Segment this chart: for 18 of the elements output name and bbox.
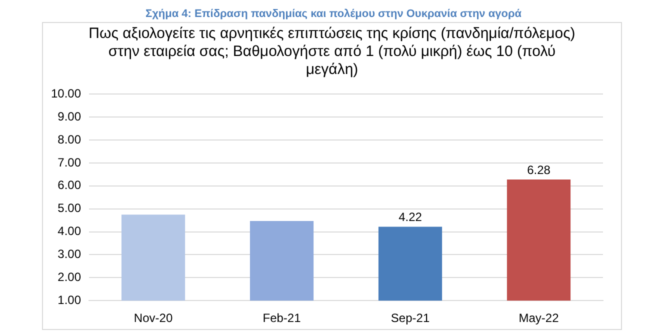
x-tick-label: Nov-20: [134, 311, 173, 326]
y-tick-label: 8.00: [58, 132, 82, 146]
y-tick-label: 10.00: [51, 86, 82, 101]
y-tick-label: 9.00: [58, 109, 82, 124]
y-tick-label: 1.00: [58, 292, 82, 307]
y-tick-label: 5.00: [58, 201, 82, 216]
data-label: 6.28: [527, 162, 551, 177]
y-tick-label: 7.00: [58, 155, 82, 170]
x-tick-label: Feb-21: [262, 311, 302, 326]
data-label: 4.22: [398, 210, 422, 224]
x-tick-label: May-22: [518, 311, 560, 326]
y-tick-label: 4.00: [58, 224, 82, 238]
y-tick-label: 2.00: [58, 270, 82, 284]
y-tick-label: 6.00: [58, 178, 82, 192]
chart-title: Σχήμα 4: Επίδραση πανδημίας και πολέμου στην Ουκρανία στην αγορά: [144, 8, 523, 21]
chart-subtitle: Πως αξιολογείτε τις αρνητικές επιπτώσεις της κρίσης (πανδημία/πόλεμος) στην εταιρεία σας; Βαθμολογήστε από 1 (πολύ μικρή) έως 10 (πολύ μεγάλη): [88, 24, 576, 79]
y-tick-label: 3.00: [58, 247, 82, 262]
x-tick-label: Sep-21: [390, 311, 430, 326]
